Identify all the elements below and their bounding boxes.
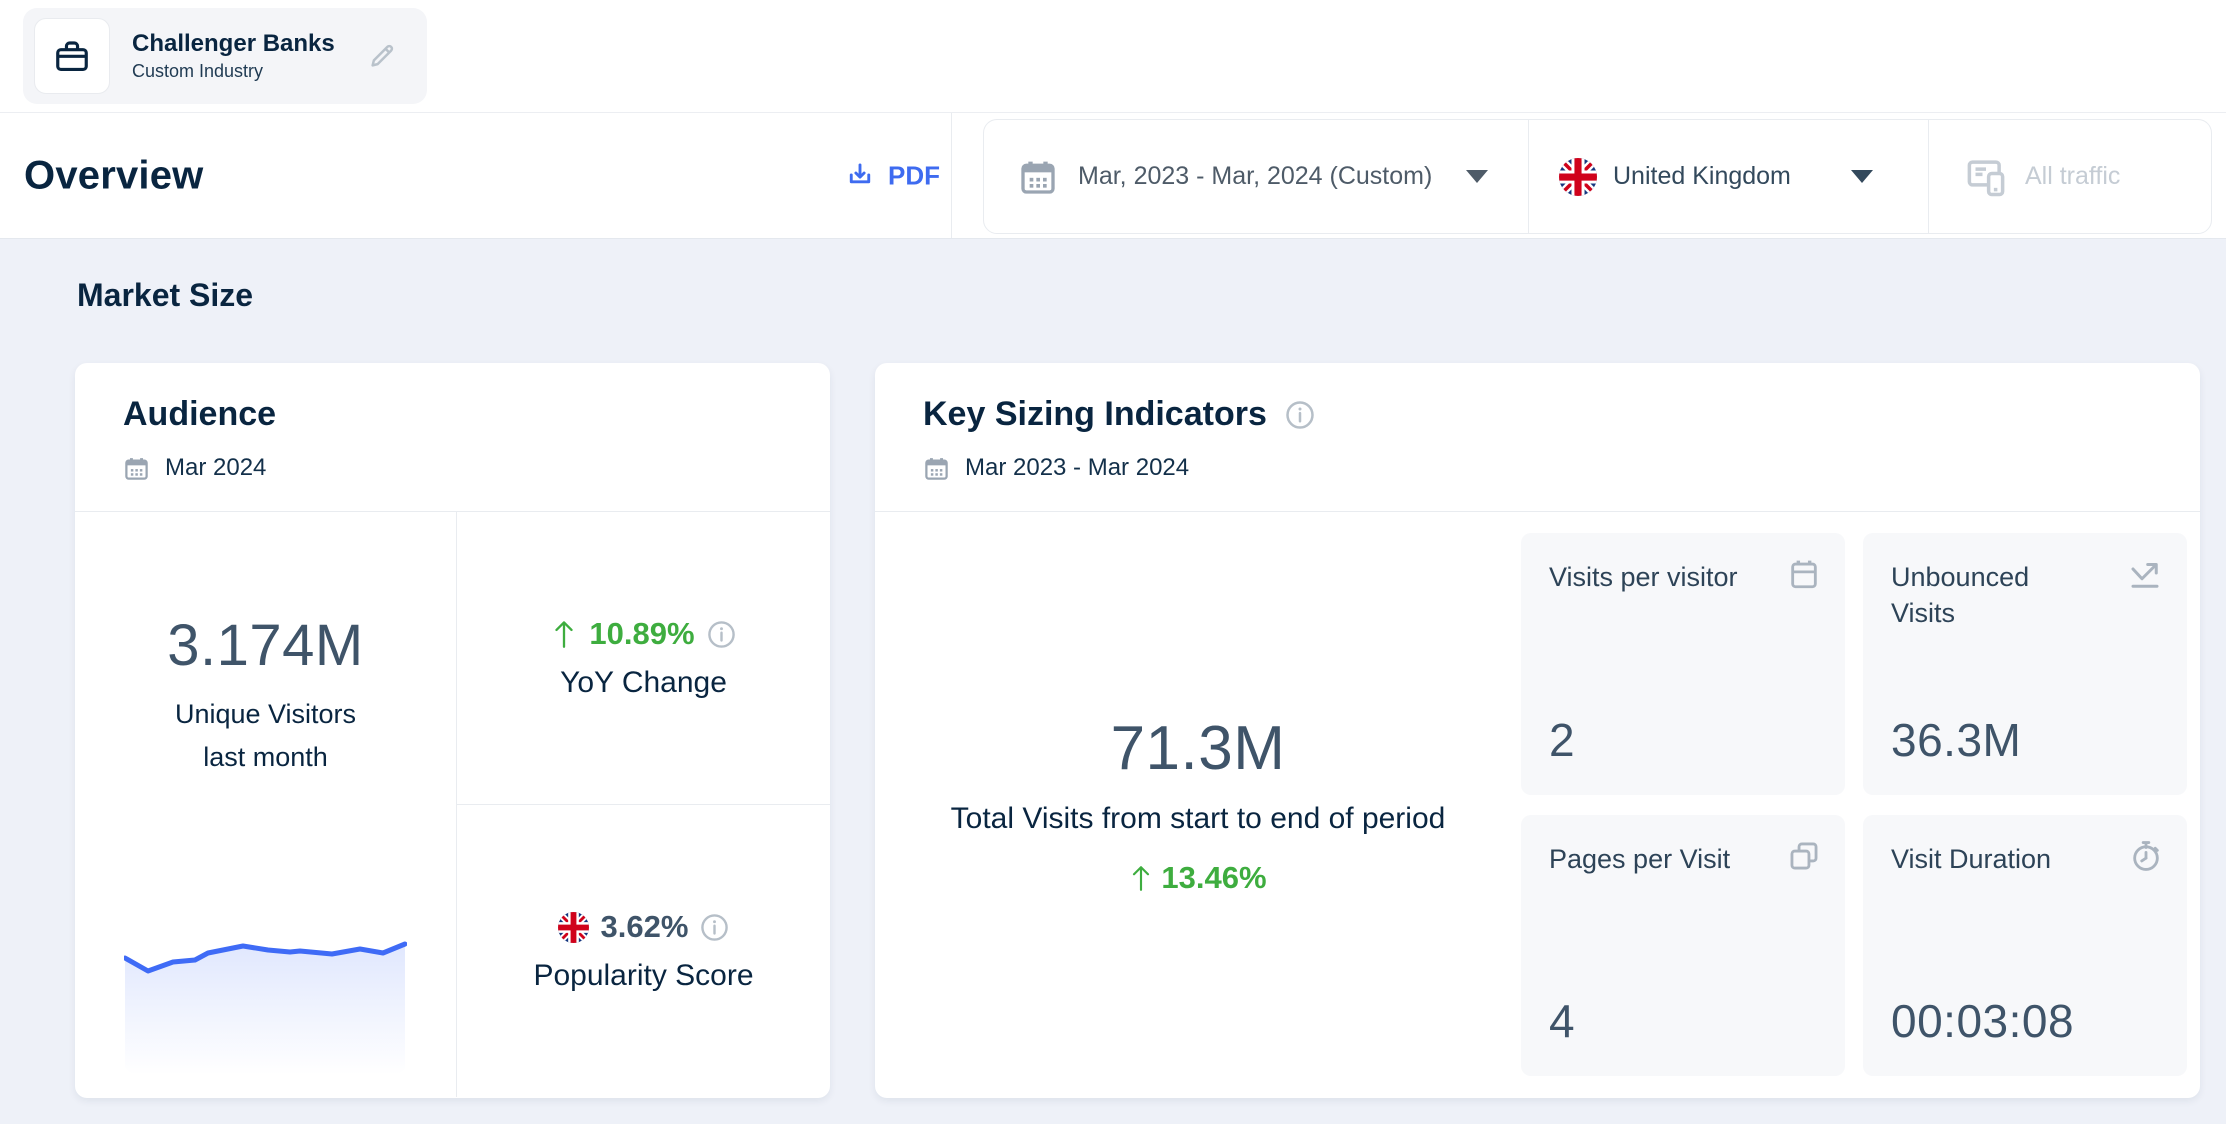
tile-value: 36.3M [1891, 713, 2022, 766]
download-icon [849, 163, 871, 184]
total-visits-change: 13.46% [1161, 860, 1267, 895]
briefcase-icon [56, 41, 88, 72]
tile-label: Visits per visitor [1549, 562, 1738, 592]
pages-icon [1787, 839, 1821, 873]
popularity-score-value: 3.62% [600, 909, 689, 944]
yoy-change-label: YoY Change [560, 666, 727, 699]
calendar-icon [925, 457, 948, 480]
pdf-download-button[interactable]: PDF [845, 160, 940, 191]
content-area: Market Size Audience [0, 239, 2226, 1124]
chevron-down-icon [1850, 170, 1873, 183]
industry-selector[interactable]: Challenger Banks Custom Industry [23, 8, 427, 104]
industry-name: Challenger Banks [132, 29, 335, 57]
info-icon[interactable] [1285, 400, 1315, 430]
unique-visitors-label: Unique Visitors last month [174, 699, 357, 773]
info-icon[interactable] [700, 913, 729, 942]
chevron-down-icon [1466, 170, 1489, 183]
tile-unbounced-visits: Unbounced Visits 36.3M [1863, 533, 2187, 795]
toolbar: Overview PDF [0, 113, 2226, 239]
tile-label: Visit Duration [1891, 843, 2052, 874]
popularity-score-panel: 3.62% Popularity Score [457, 805, 830, 1097]
bounce-arrow-icon [2127, 557, 2163, 593]
page-title: Overview [24, 153, 204, 197]
country-value: United Kingdom [1613, 162, 1791, 190]
tile-value: 2 [1549, 713, 1576, 766]
key-sizing-card-header: Key Sizing Indicators [875, 363, 2200, 512]
toolbar-divider [951, 113, 952, 238]
uk-flag-icon [1559, 157, 1597, 196]
top-bar: Challenger Banks Custom Industry [0, 0, 2226, 113]
country-selector[interactable]: United Kingdom [1529, 120, 1929, 233]
calendar-icon [1787, 557, 1821, 591]
uk-flag-icon [557, 911, 589, 943]
total-visits-value: 71.3M [1110, 714, 1286, 783]
pdf-label: PDF [888, 160, 940, 190]
section-title: Market Size [77, 277, 254, 313]
unique-visitors-panel: 3.174M Unique Visitors last month [75, 512, 457, 1097]
key-sizing-title: Key Sizing Indicators [923, 395, 1267, 433]
devices-icon [1967, 159, 2005, 196]
key-sizing-period: Mar 2023 - Mar 2024 [965, 454, 1190, 481]
arrow-up-icon [555, 621, 574, 648]
indicator-tiles: Visits per visitor 2 [1521, 512, 2200, 1097]
key-sizing-card: Key Sizing Indicators [875, 363, 2200, 1098]
audience-period: Mar 2024 [165, 454, 267, 481]
calendar-icon [1021, 161, 1055, 194]
stopwatch-icon [2129, 839, 2163, 873]
audience-card-header: Audience Mar 2024 [75, 363, 830, 512]
popularity-score-label: Popularity Score [533, 959, 754, 992]
unique-visitors-value: 3.174M [167, 613, 364, 678]
calendar-icon [125, 457, 148, 480]
tile-label: Pages per Visit [1549, 843, 1731, 874]
audience-card: Audience Mar 2024 [75, 363, 830, 1098]
filters-group: Mar, 2023 - Mar, 2024 (Custom) United Ki… [983, 119, 2212, 234]
tile-value: 00:03:08 [1891, 995, 2075, 1047]
arrow-up-icon [1133, 866, 1150, 891]
audience-card-title: Audience [123, 395, 277, 433]
total-visits-panel: 71.3M Total Visits from start to end of … [875, 512, 1521, 1097]
tile-visits-per-visitor: Visits per visitor 2 [1521, 533, 1845, 795]
tile-visit-duration: Visit Duration [1863, 814, 2187, 1076]
yoy-change-value: 10.89% [589, 616, 695, 651]
edit-pencil-icon[interactable] [367, 41, 397, 71]
tile-value: 4 [1549, 995, 1576, 1047]
date-range-selector[interactable]: Mar, 2023 - Mar, 2024 (Custom) [984, 120, 1529, 233]
date-range-value: Mar, 2023 - Mar, 2024 (Custom) [1078, 162, 1433, 190]
info-icon[interactable] [707, 620, 736, 649]
industry-type: Custom Industry [132, 61, 264, 82]
unique-visitors-sparkline [124, 935, 407, 1075]
traffic-type-selector[interactable]: All traffic [1929, 120, 2211, 233]
traffic-type-value: All traffic [2025, 162, 2121, 190]
total-visits-label: Total Visits from start to end of period [950, 802, 1446, 835]
yoy-change-panel: 10.89% YoY Change [457, 512, 830, 805]
briefcase-icon-box [34, 18, 110, 94]
tile-label: Unbounced Visits [1891, 562, 2030, 629]
tile-pages-per-visit: Pages per Visit 4 [1521, 814, 1845, 1076]
